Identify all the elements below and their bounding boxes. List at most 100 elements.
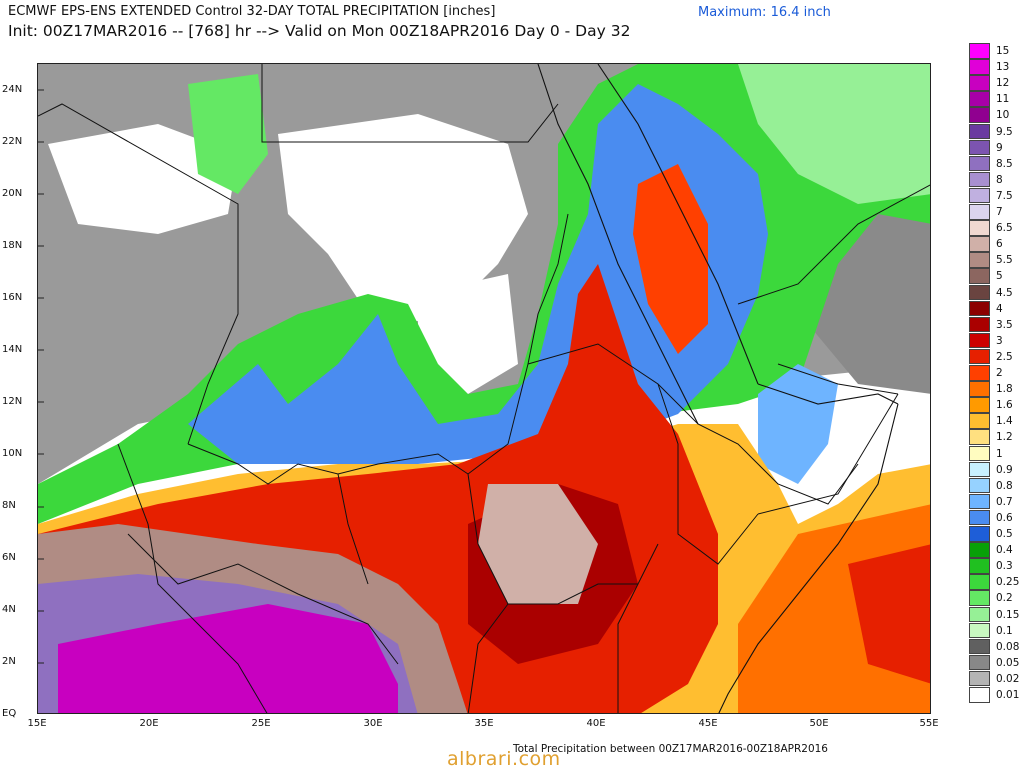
legend-label: 10 — [996, 109, 1010, 122]
legend-label: 0.4 — [996, 544, 1013, 557]
legend-swatch — [969, 268, 990, 284]
lon-label: 30E — [363, 718, 383, 729]
legend-label: 6 — [996, 238, 1003, 251]
legend-swatch — [969, 91, 990, 107]
dry-zone-sudan — [418, 274, 518, 394]
maximum-value-label: Maximum: 16.4 inch — [698, 5, 831, 20]
legend-swatch — [969, 139, 990, 156]
precipitation-map-canvas — [38, 64, 930, 713]
legend-swatch — [969, 509, 990, 526]
legend-label: 0.8 — [996, 479, 1013, 492]
legend-label: 8.5 — [996, 157, 1013, 170]
legend-label: 8 — [996, 173, 1003, 186]
lat-label: EQ — [2, 708, 17, 719]
legend-label: 0.9 — [996, 463, 1013, 476]
legend-swatch — [969, 381, 990, 397]
map-title-line2: Init: 00Z17MAR2016 -- [768] hr --> Valid… — [8, 22, 631, 40]
legend-swatch — [969, 75, 990, 91]
legend-label: 0.15 — [996, 608, 1020, 621]
legend-label: 0.01 — [996, 689, 1020, 702]
legend-swatch — [969, 171, 990, 188]
legend-swatch — [969, 187, 990, 204]
legend-label: 7 — [996, 206, 1003, 219]
legend-swatch — [969, 461, 990, 478]
legend-swatch — [969, 526, 990, 542]
legend-swatch — [969, 622, 990, 639]
green-patch-north — [188, 74, 268, 194]
legend-label: 1.4 — [996, 415, 1013, 428]
legend-label: 0.05 — [996, 656, 1020, 669]
legend-label: 1.6 — [996, 399, 1013, 412]
lat-label: 6N — [2, 552, 16, 563]
legend-label: 9.5 — [996, 125, 1013, 138]
legend-label: 11 — [996, 93, 1010, 106]
legend-label: 1.2 — [996, 431, 1013, 444]
legend-label: 7.5 — [996, 189, 1013, 202]
map-title-line1: ECMWF EPS-ENS EXTENDED Control 32-DAY TO… — [8, 4, 496, 19]
legend-swatch — [969, 43, 990, 59]
legend-label: 0.6 — [996, 511, 1013, 524]
legend-label: 6.5 — [996, 222, 1013, 235]
legend-swatch — [969, 316, 990, 333]
legend-label: 3 — [996, 334, 1003, 347]
lon-label: 25E — [251, 718, 271, 729]
legend-label: 0.25 — [996, 576, 1020, 589]
lat-label: 18N — [2, 240, 23, 251]
lat-label: 8N — [2, 500, 16, 511]
legend-swatch — [969, 107, 990, 123]
legend-swatch — [969, 590, 990, 606]
lat-label: 10N — [2, 448, 23, 459]
legend-swatch — [969, 397, 990, 413]
lat-label: 16N — [2, 292, 23, 303]
dry-zone-west — [48, 124, 238, 234]
country-borders — [38, 64, 930, 713]
legend-label: 0.08 — [996, 640, 1020, 653]
blue-patch-horn — [758, 364, 838, 484]
lon-label: 55E — [919, 718, 939, 729]
legend-swatch — [969, 204, 990, 220]
lon-label: 15E — [27, 718, 47, 729]
legend-swatch — [969, 493, 990, 510]
legend-label: 5 — [996, 270, 1003, 283]
legend-swatch — [969, 123, 990, 140]
legend-label: 4.5 — [996, 286, 1013, 299]
legend-swatch — [969, 558, 990, 574]
legend-label: 12 — [996, 77, 1010, 90]
lon-label: 35E — [474, 718, 494, 729]
legend-label: 0.02 — [996, 672, 1020, 685]
red-zone-ocean — [848, 544, 930, 684]
legend-swatch — [969, 284, 990, 301]
legend-swatch — [969, 542, 990, 558]
lat-label: 24N — [2, 84, 23, 95]
legend-swatch — [969, 445, 990, 462]
legend-swatch — [969, 670, 990, 687]
legend-label: 0.7 — [996, 495, 1013, 508]
lat-label: 22N — [2, 136, 23, 147]
red-streak-eritrea — [633, 164, 708, 354]
lat-label: 20N — [2, 188, 23, 199]
footer-caption: Total Precipitation between 00Z17MAR2016… — [513, 743, 828, 755]
legend-label: 0.2 — [996, 592, 1013, 605]
legend-label: 4 — [996, 302, 1003, 315]
legend-swatch — [969, 654, 990, 671]
precipitation-map — [37, 63, 931, 714]
legend-label: 0.5 — [996, 528, 1013, 541]
watermark-text: albrari.com — [447, 748, 561, 770]
legend-swatch — [969, 236, 990, 252]
legend-label: 15 — [996, 45, 1010, 58]
legend-label: 1.8 — [996, 383, 1013, 396]
legend-swatch — [969, 574, 990, 590]
light-green-arabia — [738, 64, 930, 204]
legend-label: 0.3 — [996, 560, 1013, 573]
legend-label: 5.5 — [996, 254, 1013, 267]
legend-label: 2 — [996, 367, 1003, 380]
legend-label: 0.1 — [996, 624, 1013, 637]
axis-ticks — [38, 89, 44, 664]
lon-label: 45E — [698, 718, 718, 729]
legend-swatch — [969, 365, 990, 381]
coastlines — [537, 64, 899, 713]
legend-swatch — [969, 348, 990, 365]
lat-label: 14N — [2, 344, 23, 355]
lat-label: 12N — [2, 396, 23, 407]
legend-swatch — [969, 300, 990, 317]
